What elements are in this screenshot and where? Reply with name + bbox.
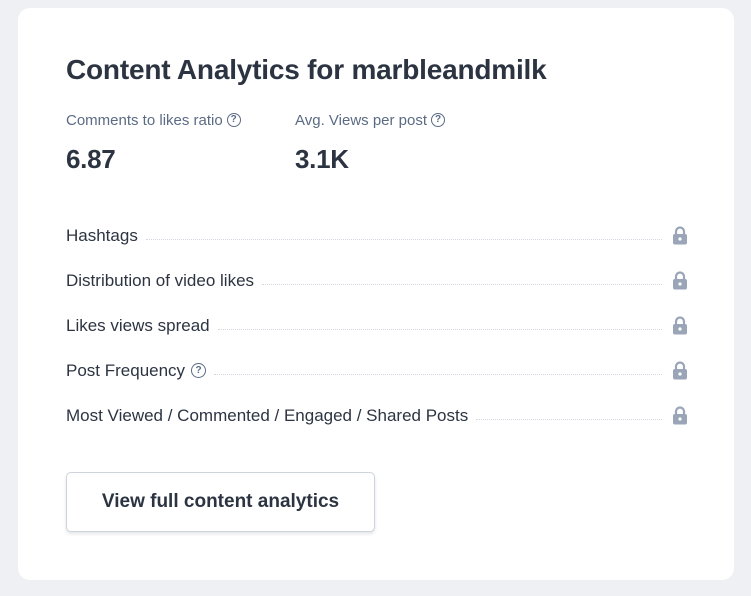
view-full-content-analytics-button[interactable]: View full content analytics [66,472,375,532]
locked-item-video-likes: Distribution of video likes [66,258,688,303]
lock-icon [673,271,687,290]
question-circle-icon[interactable]: ? [226,113,241,127]
metric-value: 6.87 [66,144,116,174]
dotted-leader [217,329,662,330]
question-circle-icon[interactable]: ? [431,113,446,127]
card-title: Content Analytics for marbleandmilk [66,54,547,85]
locked-item-post-frequency: Post Frequency ? [66,348,688,393]
list-item-label: Hashtags [66,225,138,245]
metric-comments-to-likes: Comments to likes ratio ? 6.87 [66,110,241,175]
dotted-leader [262,284,662,285]
metric-label: Comments to likes ratio [66,111,223,129]
lock-icon [673,361,687,380]
question-circle-icon[interactable]: ? [191,363,207,378]
metric-value: 3.1K [295,144,349,174]
list-item-label: Distribution of video likes [66,270,255,290]
content-analytics-card: Content Analytics for marbleandmilk Comm… [18,8,734,580]
locked-analytics-list: Hashtags Distribution of video likes Lik… [66,213,688,438]
metric-label: Avg. Views per post [295,111,428,129]
list-item-label: Post Frequency [66,360,186,380]
lock-icon [673,316,687,335]
lock-icon [673,406,687,425]
list-item-label: Most Viewed / Commented / Engaged / Shar… [66,405,469,425]
locked-item-hashtags: Hashtags [66,213,688,258]
locked-item-top-posts: Most Viewed / Commented / Engaged / Shar… [66,393,688,438]
dotted-leader [476,419,662,420]
locked-item-likes-views-spread: Likes views spread [66,303,688,348]
metric-avg-views: Avg. Views per post ? 3.1K [295,110,446,175]
lock-icon [673,226,687,245]
list-item-label: Likes views spread [66,315,210,335]
dotted-leader [214,374,662,375]
dotted-leader [145,239,662,240]
